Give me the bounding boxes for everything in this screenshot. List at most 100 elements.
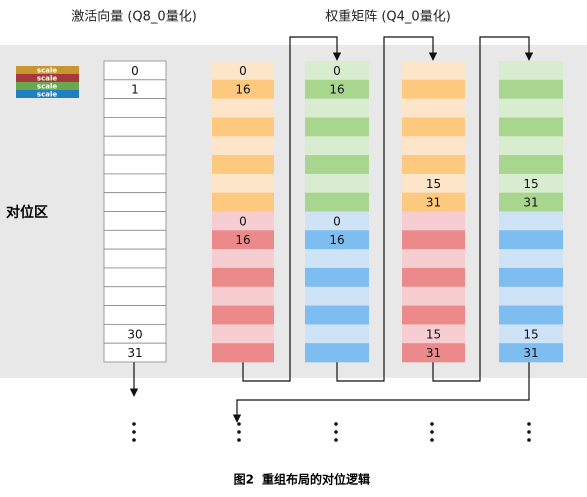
ellipsis-dot xyxy=(237,430,241,434)
weight-label: 16 xyxy=(329,83,344,97)
activation-cell xyxy=(103,117,167,137)
weight-cell xyxy=(305,324,369,344)
weight-label: 15 xyxy=(523,327,538,341)
weight-cell xyxy=(499,324,563,344)
weight-cell xyxy=(402,117,465,137)
activation-label: 1 xyxy=(131,83,139,97)
weight-cell xyxy=(305,230,369,250)
activation-cell xyxy=(103,192,167,212)
ellipsis-group xyxy=(132,422,531,442)
weight-cell xyxy=(305,343,369,363)
weight-cell xyxy=(402,155,465,175)
weight-cell xyxy=(212,79,274,99)
weight-cell xyxy=(499,286,563,306)
weight-label: 31 xyxy=(523,346,538,360)
scale-label: scale xyxy=(37,83,57,91)
weight-cell xyxy=(305,286,369,306)
weight-cell xyxy=(212,192,274,212)
weight-cell xyxy=(212,61,274,81)
weight-cell xyxy=(305,61,369,81)
weight-label: 15 xyxy=(426,177,441,191)
weight-cell xyxy=(402,286,465,306)
weight-cell xyxy=(499,173,563,193)
weight-cell xyxy=(212,305,274,325)
weight-label: 0 xyxy=(333,64,341,78)
weight-cell xyxy=(305,211,369,231)
weight-cell xyxy=(305,173,369,193)
weight-cell xyxy=(499,267,563,288)
weight-cell xyxy=(499,305,563,325)
ellipsis-dot xyxy=(132,438,136,442)
activation-cell xyxy=(103,135,167,156)
activation-label: 30 xyxy=(127,327,142,341)
activation-label: 31 xyxy=(127,346,142,360)
weight-cell xyxy=(212,343,274,363)
ellipsis-dot xyxy=(132,422,136,426)
weight-cell xyxy=(305,79,369,99)
weight-cell xyxy=(402,230,465,250)
scale-bar xyxy=(16,90,79,98)
weight-cell xyxy=(305,267,369,288)
weight-cell xyxy=(402,61,465,81)
activation-cell xyxy=(103,305,167,325)
activation-cell xyxy=(103,342,167,363)
scale-label: scale xyxy=(37,91,57,99)
caption-number: 图2 xyxy=(234,473,254,487)
activation-cell xyxy=(103,211,167,231)
weight-cell xyxy=(499,343,563,363)
weight-cell xyxy=(305,249,369,269)
weight-label: 16 xyxy=(235,83,250,97)
connector xyxy=(232,362,530,423)
weight-cell xyxy=(499,61,563,81)
activation-cell xyxy=(103,98,167,118)
weight-cell xyxy=(402,136,465,156)
caption-text: 重组布局的对位逻辑 xyxy=(262,472,370,487)
ellipsis-dot xyxy=(430,438,434,442)
ellipsis-dot xyxy=(527,430,531,434)
weight-cell xyxy=(212,173,274,193)
weight-label: 31 xyxy=(426,346,441,360)
activation-cell xyxy=(103,248,167,269)
ellipsis-dot xyxy=(237,422,241,426)
weight-label: 0 xyxy=(239,214,247,228)
weight-cell xyxy=(402,173,465,193)
ellipsis-dot xyxy=(527,422,531,426)
weight-cell xyxy=(402,249,465,269)
activation-cell xyxy=(103,154,167,175)
connector xyxy=(432,36,534,382)
weight-label: 16 xyxy=(329,233,344,247)
weight-cell xyxy=(402,98,465,118)
weight-cell xyxy=(402,192,465,212)
weight-cell xyxy=(499,230,563,250)
ellipsis-dot xyxy=(334,430,338,434)
weight-label: 31 xyxy=(523,196,538,210)
activation-cell xyxy=(103,286,167,306)
weight-cell xyxy=(402,305,465,325)
weight-cell xyxy=(305,136,369,156)
zone-background xyxy=(0,45,587,378)
scale-bar xyxy=(16,66,79,74)
weight-cell xyxy=(212,230,274,250)
ellipsis-dot xyxy=(334,422,338,426)
weight-cell xyxy=(499,136,563,156)
weight-cell xyxy=(499,155,563,175)
connectors xyxy=(129,36,534,423)
weight-cell xyxy=(402,343,465,363)
ellipsis-dot xyxy=(237,438,241,442)
scale-label: scale xyxy=(37,75,57,83)
activation-title: 激活向量 (Q8_0量化) xyxy=(71,9,197,25)
weight-cell xyxy=(212,136,274,156)
activation-cell xyxy=(103,173,167,194)
scale-bar xyxy=(16,82,79,90)
zone-label: 对位区 xyxy=(6,204,48,221)
weight-cell xyxy=(212,249,274,269)
ellipsis-dot xyxy=(334,438,338,442)
ellipsis-dot xyxy=(430,422,434,426)
weight-cell xyxy=(305,117,369,137)
weight-cell xyxy=(212,324,274,344)
weight-title: 权重矩阵 (Q4_0量化) xyxy=(325,9,451,25)
connector xyxy=(336,36,438,382)
connector xyxy=(242,36,342,382)
weight-cell xyxy=(212,267,274,288)
